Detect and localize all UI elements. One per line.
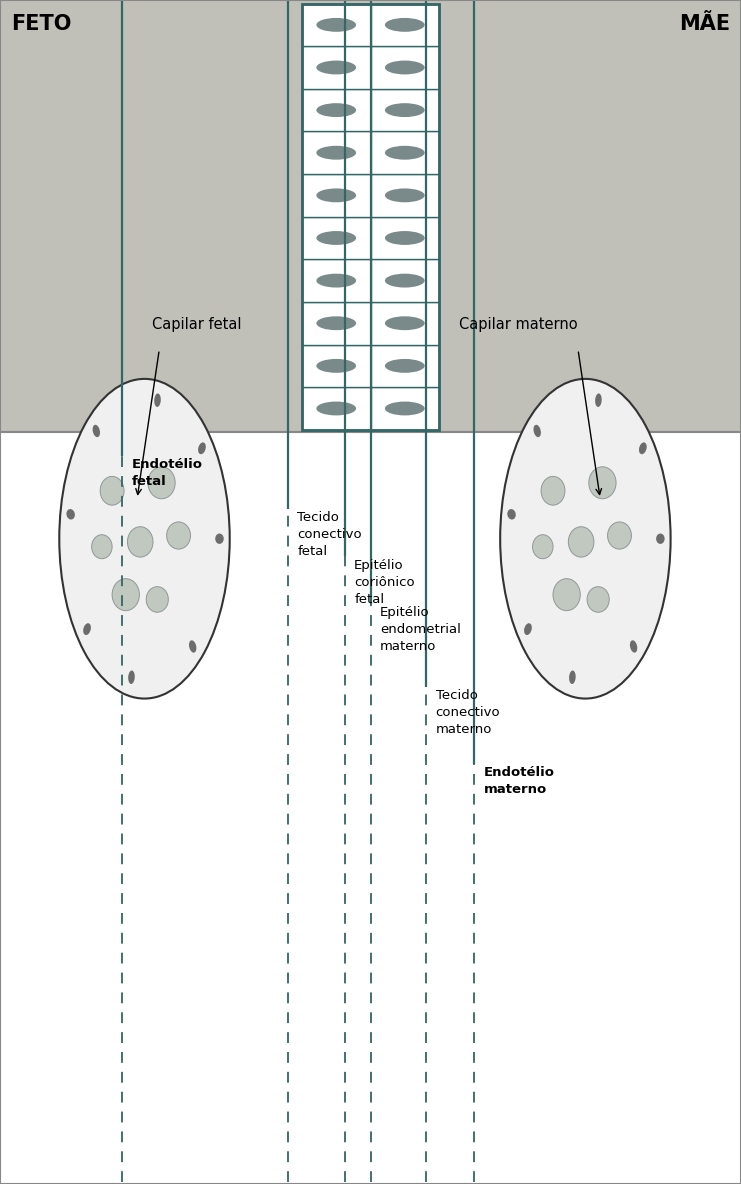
Ellipse shape [385,146,425,160]
Ellipse shape [508,509,516,520]
Ellipse shape [385,60,425,75]
Bar [302,345,370,387]
Ellipse shape [198,443,206,455]
Bar [302,89,370,131]
Ellipse shape [541,476,565,506]
Bar [302,4,439,430]
Ellipse shape [316,231,356,245]
Ellipse shape [630,641,637,652]
Bar [302,387,370,430]
Ellipse shape [112,579,139,611]
Text: Tecido
conectivo
fetal: Tecido conectivo fetal [297,511,362,559]
Bar [302,302,370,345]
Bar [302,259,370,302]
Ellipse shape [385,188,425,202]
Ellipse shape [553,579,580,611]
Bar [302,174,370,217]
Ellipse shape [569,670,576,684]
Text: Capilar fetal: Capilar fetal [152,316,242,332]
Ellipse shape [316,359,356,373]
Ellipse shape [316,146,356,160]
Bar [370,259,439,302]
Ellipse shape [316,401,356,416]
Ellipse shape [316,316,356,330]
Ellipse shape [385,231,425,245]
Bar [370,131,439,174]
Ellipse shape [189,641,196,652]
Bar [370,89,439,131]
Ellipse shape [385,103,425,117]
Ellipse shape [83,623,91,635]
Ellipse shape [93,425,100,437]
Ellipse shape [100,476,124,506]
Bar [302,131,370,174]
Bar [370,345,439,387]
Text: Epitélio
coriônico
fetal: Epitélio coriônico fetal [354,559,415,606]
Ellipse shape [385,274,425,288]
Ellipse shape [146,586,168,612]
Ellipse shape [385,18,425,32]
Ellipse shape [385,401,425,416]
Bar [370,217,439,259]
Ellipse shape [500,379,671,699]
Ellipse shape [59,379,230,699]
Bar [302,46,370,89]
Ellipse shape [148,466,175,498]
Text: Endotélio
materno: Endotélio materno [484,766,555,796]
Bar [302,217,370,259]
Ellipse shape [385,359,425,373]
Ellipse shape [385,316,425,330]
Ellipse shape [154,393,161,407]
Ellipse shape [316,60,356,75]
Ellipse shape [316,103,356,117]
Text: Capilar materno: Capilar materno [459,316,578,332]
Ellipse shape [608,522,631,549]
Text: Epitélio
endometrial
materno: Epitélio endometrial materno [380,606,461,654]
Ellipse shape [568,527,594,558]
Ellipse shape [316,18,356,32]
Ellipse shape [587,586,609,612]
Ellipse shape [67,509,75,520]
Text: FETO: FETO [11,14,71,34]
Ellipse shape [316,188,356,202]
Ellipse shape [595,393,602,407]
Bar [370,302,439,345]
Ellipse shape [316,274,356,288]
Text: Tecido
conectivo
materno: Tecido conectivo materno [436,689,500,736]
Bar [0,432,741,1184]
Bar [370,174,439,217]
Bar [370,387,439,430]
Ellipse shape [128,670,135,684]
Ellipse shape [167,522,190,549]
Bar [302,4,370,46]
Bar [0,0,741,432]
Text: Endotélio
fetal: Endotélio fetal [132,458,203,488]
Ellipse shape [656,534,665,543]
Ellipse shape [524,623,532,635]
Bar [370,4,439,46]
Ellipse shape [215,534,224,543]
Bar [370,46,439,89]
Ellipse shape [533,535,553,559]
Ellipse shape [534,425,541,437]
Ellipse shape [589,466,616,498]
Ellipse shape [92,535,112,559]
Ellipse shape [639,443,647,455]
Ellipse shape [127,527,153,558]
Text: MÃE: MÃE [679,14,730,34]
